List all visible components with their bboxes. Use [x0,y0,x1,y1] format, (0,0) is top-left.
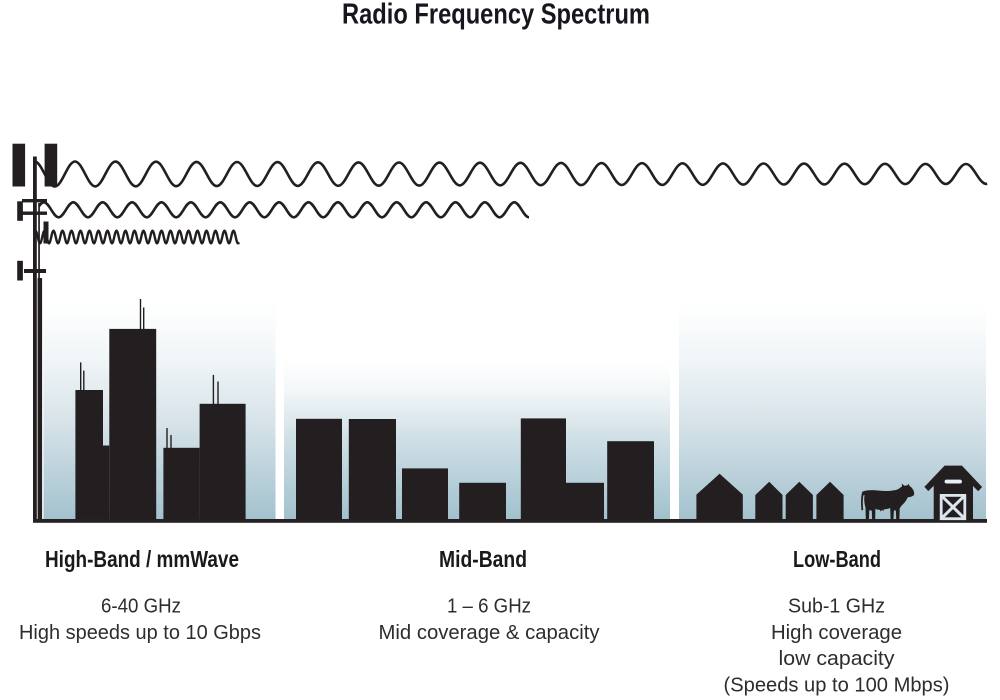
svg-text:6-40 GHz: 6-40 GHz [101,595,181,618]
svg-text:Sub-1 GHz: Sub-1 GHz [788,595,885,618]
svg-text:Low-Band: Low-Band [793,546,881,572]
svg-text:Mid coverage & capacity: Mid coverage & capacity [379,621,601,644]
svg-text:Radio Frequency Spectrum: Radio Frequency Spectrum [342,0,650,31]
svg-text:Mid-Band: Mid-Band [439,546,527,572]
svg-text:low capacity: low capacity [779,647,896,670]
svg-text:High coverage: High coverage [771,621,902,644]
svg-text:High-Band / mmWave: High-Band / mmWave [45,546,239,572]
svg-text:1 – 6 GHz: 1 – 6 GHz [447,595,531,618]
svg-text:High speeds up to 10 Gbps: High speeds up to 10 Gbps [19,621,261,644]
svg-text:(Speeds up to 100 Mbps): (Speeds up to 100 Mbps) [724,673,950,696]
